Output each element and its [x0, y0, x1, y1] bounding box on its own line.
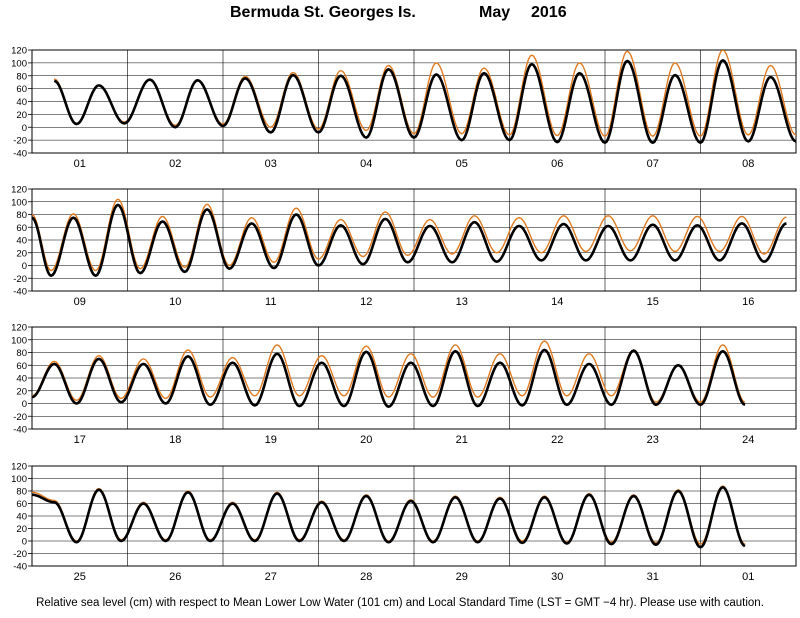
panel-frame: [31, 465, 797, 567]
y-tick-label: 0: [22, 537, 27, 548]
y-tick-label: 20: [16, 524, 27, 535]
x-tick-label: 25: [74, 571, 86, 583]
panel-frame: [31, 326, 797, 430]
x-tick-label: 08: [742, 158, 754, 170]
title-station: Bermuda St. Georges Is.: [230, 4, 416, 21]
y-tick-label: 100: [11, 197, 27, 208]
title-year: 2016: [531, 4, 567, 21]
y-tick-label: 120: [11, 323, 27, 334]
y-tick-label: -20: [13, 274, 27, 285]
x-tick-label: 29: [456, 571, 468, 583]
x-tick-label: 13: [456, 296, 468, 308]
predicted-line: [32, 198, 787, 272]
observed-line: [53, 59, 796, 144]
y-tick-label: 20: [16, 386, 27, 397]
panel-frame: [31, 188, 797, 292]
y-tick-label: -40: [13, 287, 27, 298]
y-tick-label: 80: [16, 210, 27, 221]
x-tick-label: 20: [360, 434, 372, 446]
y-tick-label: 120: [11, 462, 27, 473]
x-tick-label: 11: [265, 296, 276, 308]
y-tick-label: -20: [13, 549, 27, 560]
chart-title: Bermuda St. Georges Is. May 2016: [0, 4, 800, 26]
y-tick-label: 60: [16, 499, 27, 510]
x-tick-label: 21: [456, 434, 468, 446]
observed-line: [32, 348, 746, 408]
y-tick-label: 0: [22, 399, 27, 410]
x-tick-label: 01: [74, 158, 86, 170]
x-tick-label: 12: [360, 296, 372, 308]
x-tick-label: 26: [169, 571, 181, 583]
x-tick-label: 05: [456, 158, 468, 170]
y-tick-label: 120: [11, 185, 27, 196]
x-tick-label: 16: [742, 296, 754, 308]
footer-note: Relative sea level (cm) with respect to …: [36, 597, 764, 609]
observed-line: [32, 485, 746, 549]
x-tick-label: 17: [74, 434, 86, 446]
x-tick-label: 15: [647, 296, 659, 308]
x-tick-label: 10: [169, 296, 181, 308]
predicted-line: [32, 485, 746, 545]
y-tick-label: 100: [11, 474, 27, 485]
y-tick-label: 20: [16, 248, 27, 259]
y-tick-label: 100: [11, 335, 27, 346]
y-tick-label: 80: [16, 71, 27, 82]
y-tick-label: 40: [16, 97, 27, 108]
y-tick-label: 0: [22, 261, 27, 272]
y-tick-label: 0: [22, 123, 27, 134]
y-tick-label: 80: [16, 487, 27, 498]
y-tick-label: 20: [16, 110, 27, 121]
y-tick-label: 40: [16, 374, 27, 385]
x-tick-label: 19: [265, 434, 277, 446]
x-tick-label: 23: [647, 434, 659, 446]
y-tick-label: -40: [13, 425, 27, 436]
y-tick-label: 60: [16, 361, 27, 372]
x-tick-label: 03: [265, 158, 277, 170]
x-tick-label: 14: [551, 296, 563, 308]
x-tick-label: 28: [360, 571, 372, 583]
x-tick-label: 04: [360, 158, 372, 170]
y-tick-label: 60: [16, 84, 27, 95]
x-tick-label: 30: [551, 571, 563, 583]
x-tick-label: 09: [74, 296, 86, 308]
x-tick-label: 22: [551, 434, 563, 446]
y-tick-label: 40: [16, 236, 27, 247]
y-tick-label: -40: [13, 562, 27, 573]
y-tick-label: -20: [13, 136, 27, 147]
y-tick-label: 100: [11, 58, 27, 69]
x-tick-label: 27: [265, 571, 277, 583]
y-tick-label: -40: [13, 149, 27, 160]
observed-line: [32, 203, 787, 277]
predicted-line: [32, 340, 746, 403]
y-tick-label: 120: [11, 46, 27, 57]
panel-frame: [31, 49, 797, 154]
y-tick-label: 60: [16, 223, 27, 234]
y-tick-label: 80: [16, 348, 27, 359]
x-tick-label: 24: [742, 434, 754, 446]
y-tick-label: 40: [16, 512, 27, 523]
title-month: May: [479, 4, 511, 21]
x-tick-label: 18: [169, 434, 181, 446]
x-tick-label: 07: [647, 158, 659, 170]
x-tick-label: 02: [169, 158, 181, 170]
y-tick-label: -20: [13, 412, 27, 423]
x-tick-label: 01: [742, 571, 754, 583]
x-tick-label: 06: [551, 158, 563, 170]
x-tick-label: 31: [647, 571, 659, 583]
